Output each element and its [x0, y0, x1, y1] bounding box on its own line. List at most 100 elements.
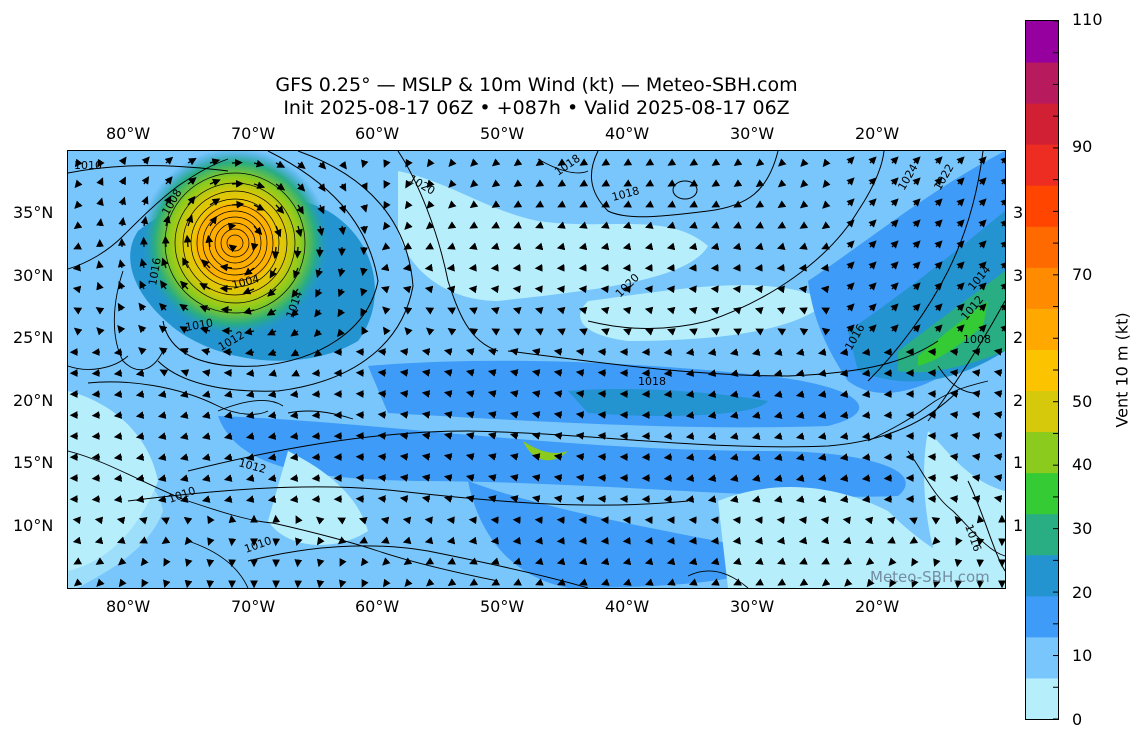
- wind-arrow: [971, 390, 981, 398]
- wind-arrow: [557, 200, 566, 208]
- wind-arrow: [138, 302, 147, 312]
- wind-arrow: [487, 369, 497, 377]
- wind-arrow: [795, 390, 805, 398]
- wind-arrow: [316, 558, 325, 568]
- wind-arrow: [535, 200, 545, 208]
- wind-arrow: [339, 579, 347, 588]
- wind-arrow: [934, 261, 943, 270]
- wind-arrow: [465, 369, 475, 377]
- wind-arrow: [799, 242, 808, 250]
- wind-arrow: [113, 474, 123, 482]
- wind-arrow: [600, 221, 610, 229]
- wind-arrow: [113, 369, 123, 377]
- wind-arrow: [839, 495, 849, 503]
- wind-arrow: [971, 369, 981, 377]
- wind-arrow: [447, 578, 457, 587]
- wind-arrow: [773, 369, 783, 377]
- wind-arrow: [74, 200, 83, 209]
- wind-arrow: [1000, 303, 1005, 312]
- wind-arrow: [267, 288, 277, 297]
- wind-arrow: [73, 557, 83, 565]
- wind-arrow: [72, 516, 81, 525]
- wind-arrow: [978, 303, 987, 312]
- wind-arrow: [275, 160, 286, 168]
- wind-arrow: [228, 514, 237, 524]
- lat-label: 30°N: [13, 266, 54, 285]
- wind-arrow: [491, 179, 501, 188]
- wind-arrow: [383, 159, 391, 168]
- wind-arrow: [912, 219, 921, 228]
- wind-arrow: [243, 327, 255, 336]
- colorbar-band: [1026, 554, 1058, 597]
- wind-arrow: [381, 242, 391, 251]
- wind-arrow: [421, 390, 431, 398]
- wind-arrow: [245, 369, 255, 377]
- wind-arrow: [512, 536, 521, 545]
- wind-arrow: [223, 495, 233, 503]
- wind-arrow: [645, 179, 655, 187]
- wind-arrow: [360, 557, 369, 567]
- wind-arrow: [707, 348, 717, 356]
- wind-arrow: [201, 432, 211, 440]
- colorbar-tick-label: 50: [1072, 391, 1093, 411]
- wind-arrow: [667, 179, 677, 187]
- wind-arrow: [294, 559, 303, 568]
- wind-arrow: [777, 328, 787, 336]
- wind-arrow: [317, 183, 326, 192]
- wind-arrow: [971, 453, 981, 461]
- colorbar-tick-label: 0: [1072, 710, 1083, 729]
- wind-arrow: [553, 432, 563, 440]
- wind-arrow: [207, 537, 215, 546]
- wind-arrow: [113, 348, 123, 356]
- wind-arrow: [600, 557, 610, 566]
- wind-arrow: [949, 495, 959, 503]
- wind-arrow: [971, 348, 981, 356]
- map-canvas: 1010 1020 1018 1018 1008 1004 1014 1012 …: [68, 151, 1005, 588]
- colorbar-tick-label: 30: [1072, 519, 1093, 539]
- weather-map[interactable]: 1010 1020 1018 1018 1008 1004 1014 1012 …: [67, 150, 1006, 589]
- wind-arrow: [360, 204, 368, 213]
- wind-arrow: [733, 179, 743, 187]
- wind-arrow: [688, 306, 698, 315]
- wind-arrow: [751, 474, 761, 482]
- wind-arrow: [158, 302, 168, 312]
- wind-arrow: [377, 369, 387, 377]
- wind-arrow: [751, 495, 761, 503]
- wind-arrow: [465, 474, 475, 482]
- wind-arrow: [337, 267, 346, 278]
- wind-arrow: [754, 285, 763, 294]
- wind-arrow: [711, 328, 720, 336]
- wind-arrow: [469, 307, 478, 315]
- wind-arrow: [912, 261, 921, 270]
- wind-arrow: [535, 328, 544, 336]
- wind-arrow: [402, 263, 412, 272]
- wind-arrow: [337, 536, 347, 545]
- wind-arrow: [883, 411, 893, 419]
- wind-arrow: [426, 179, 435, 189]
- wind-arrow: [180, 369, 190, 377]
- wind-arrow: [490, 536, 499, 545]
- wind-arrow: [73, 242, 82, 250]
- wind-arrow: [446, 536, 456, 545]
- wind-arrow: [223, 411, 233, 419]
- wind-arrow: [949, 348, 959, 356]
- wind-arrow: [956, 324, 965, 333]
- wind-arrow: [443, 390, 453, 398]
- wind-arrow: [135, 432, 145, 440]
- wind-arrow: [553, 348, 563, 356]
- wind-arrow: [733, 578, 742, 586]
- wind-arrow: [244, 267, 255, 276]
- wind-arrow: [185, 214, 194, 227]
- wind-arrow: [663, 453, 673, 461]
- wind-arrow: [949, 474, 959, 482]
- wind-arrow: [487, 348, 497, 356]
- wind-arrow: [96, 281, 104, 291]
- wind-arrow: [666, 557, 676, 566]
- wind-arrow: [465, 411, 475, 419]
- wind-arrow: [534, 242, 544, 251]
- wind-arrow: [94, 536, 104, 545]
- wind-arrow: [890, 156, 899, 165]
- wind-arrow: [209, 178, 221, 187]
- wind-arrow: [795, 495, 805, 503]
- wind-arrow: [404, 221, 413, 230]
